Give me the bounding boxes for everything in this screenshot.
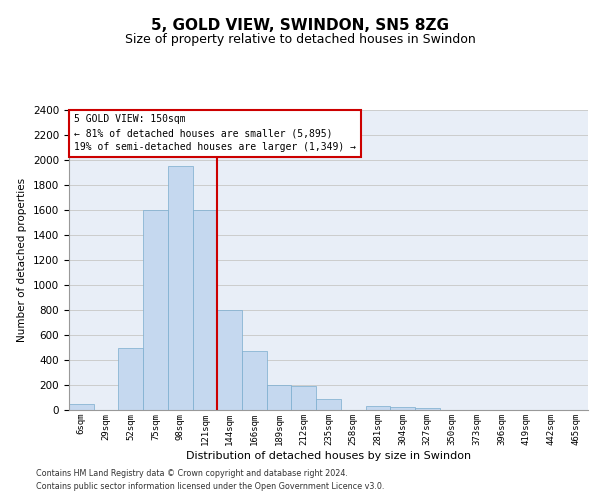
Bar (415, 408, 440, 410)
Bar (267, 385, 292, 410)
X-axis label: Distribution of detached houses by size in Swindon: Distribution of detached houses by size … (186, 450, 471, 460)
Y-axis label: Number of detached properties: Number of detached properties (17, 178, 28, 342)
Text: Contains public sector information licensed under the Open Government Licence v3: Contains public sector information licen… (36, 482, 385, 491)
Text: Size of property relative to detached houses in Swindon: Size of property relative to detached ho… (125, 32, 475, 46)
Bar (193, 210, 217, 410)
Bar (316, 399, 341, 410)
Text: 5 GOLD VIEW: 150sqm
← 81% of detached houses are smaller (5,895)
19% of semi-det: 5 GOLD VIEW: 150sqm ← 81% of detached ho… (74, 114, 356, 152)
Bar (390, 407, 415, 410)
Bar (143, 210, 168, 410)
Text: 5, GOLD VIEW, SWINDON, SN5 8ZG: 5, GOLD VIEW, SWINDON, SN5 8ZG (151, 18, 449, 32)
Bar (365, 406, 390, 410)
Bar (69, 404, 94, 410)
Bar (168, 166, 193, 410)
Text: Contains HM Land Registry data © Crown copyright and database right 2024.: Contains HM Land Registry data © Crown c… (36, 468, 348, 477)
Bar (217, 310, 242, 410)
Bar (292, 386, 316, 410)
Bar (118, 348, 143, 410)
Bar (242, 350, 267, 410)
